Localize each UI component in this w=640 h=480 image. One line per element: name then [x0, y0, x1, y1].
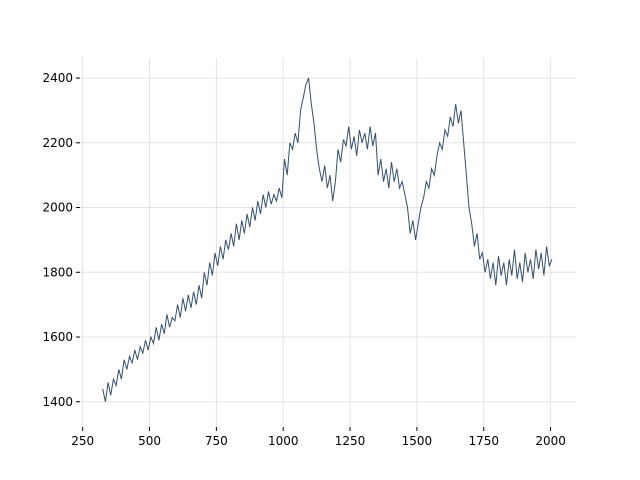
x-tick-label: 1000: [268, 434, 299, 448]
line: [102, 77, 553, 402]
y-tick-label: 1800: [42, 265, 73, 279]
x-tick-label: 500: [138, 434, 161, 448]
y-tick-label: 2400: [42, 71, 73, 85]
x-tick-label: 2000: [535, 434, 566, 448]
y-tick-label: 2200: [42, 136, 73, 150]
x-tick-label: 250: [71, 434, 94, 448]
x-tick-label: 1250: [335, 434, 366, 448]
y-tick-label: 1400: [42, 395, 73, 409]
x-tick-label: 750: [205, 434, 228, 448]
x-tick-label: 1750: [468, 434, 499, 448]
y-tick-label: 1600: [42, 330, 73, 344]
x-tick-label: 1500: [402, 434, 433, 448]
y-tick-label: 2000: [42, 201, 73, 215]
